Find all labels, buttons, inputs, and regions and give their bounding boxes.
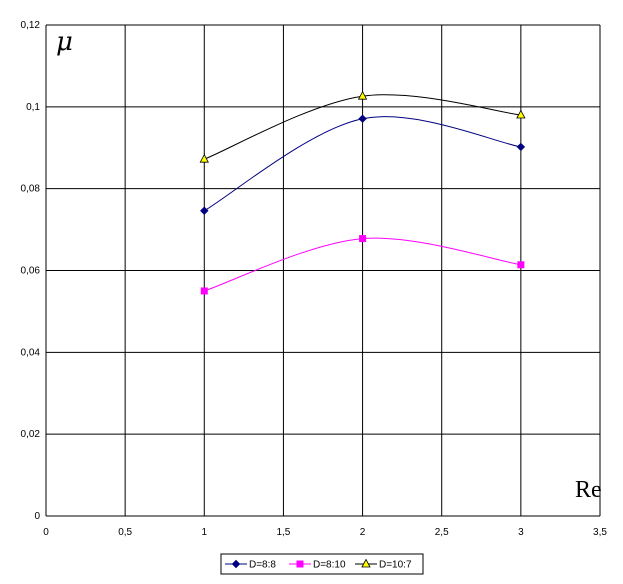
legend-box <box>220 553 424 575</box>
series-2 <box>199 90 526 163</box>
data-point <box>359 235 367 243</box>
data-point <box>516 142 526 152</box>
series-1 <box>200 235 525 295</box>
data-point <box>516 109 526 119</box>
legend-item: D=8:10 <box>289 560 346 571</box>
data-point <box>200 287 208 295</box>
x-tick-label: 2,5 <box>435 527 449 538</box>
y-tick-label: 0,04 <box>21 347 41 358</box>
legend: D=8:8 D=8:10 D=10:7 <box>220 553 424 575</box>
y-tick-label: 0,08 <box>21 184 41 195</box>
y-tick-label: 0,06 <box>21 266 41 277</box>
x-tick-label: 3 <box>518 527 524 538</box>
y-tick-label: 0,02 <box>21 429 41 440</box>
data-point <box>358 114 367 123</box>
x-tick-label: 3,5 <box>593 527 607 538</box>
x-tick-label: 1 <box>202 527 208 538</box>
data-point <box>200 206 209 215</box>
legend-marker <box>296 560 304 568</box>
grid <box>45 24 601 517</box>
legend-label: D=8:10 <box>313 560 346 571</box>
x-tick-label: 2 <box>360 527 366 538</box>
x-tick-label: 0 <box>43 527 49 538</box>
legend-marker <box>231 559 241 569</box>
series-0 <box>200 114 526 215</box>
y-tick-label: 0,12 <box>21 20 41 31</box>
series-group <box>199 90 526 295</box>
y-axis-title: μ <box>56 27 73 57</box>
legend-label: D=8:8 <box>249 560 276 571</box>
x-tick-label: 1,5 <box>276 527 290 538</box>
data-point <box>357 90 368 100</box>
legend-item: D=8:8 <box>225 560 276 571</box>
data-point <box>517 261 525 269</box>
tick-labels: 0 0,02 0,04 0,06 0,08 0,1 0,12 0 0,5 1 1,5 2 2,5 3 3,5 <box>21 20 608 538</box>
legend-marker <box>361 558 371 568</box>
x-tick-label: 0,5 <box>118 527 132 538</box>
y-tick-label: 0 <box>34 511 40 522</box>
data-point <box>199 153 209 163</box>
legend-item: D=10:7 <box>355 558 412 571</box>
y-tick-label: 0,1 <box>26 102 40 113</box>
legend-label: D=10:7 <box>379 560 412 571</box>
x-axis-title: Re <box>575 477 602 503</box>
